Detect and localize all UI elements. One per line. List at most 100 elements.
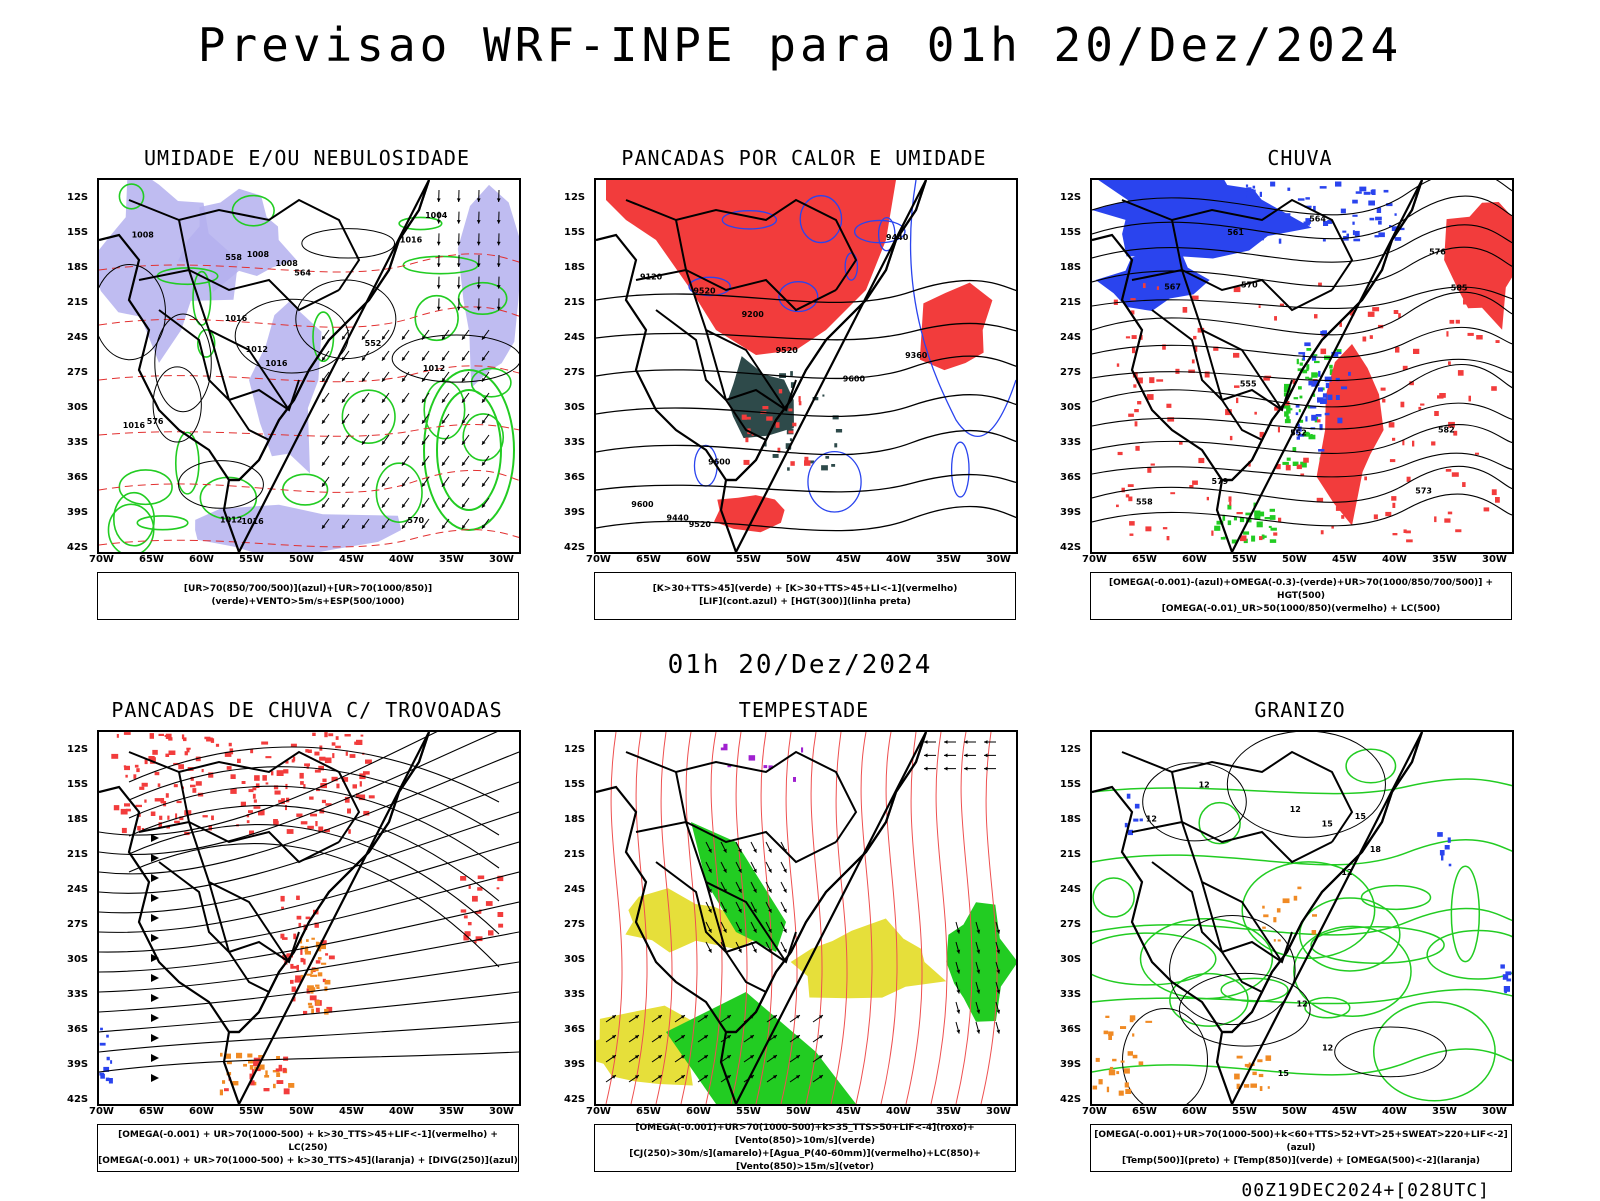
streamline-arrow xyxy=(151,994,159,1002)
rain-speck-red xyxy=(1450,320,1455,324)
storm-speck-red xyxy=(202,769,204,772)
storm-speck-orange xyxy=(288,1083,294,1088)
caption-umidade: [UR>70(850/700/500)](azul)+[UR>70(1000/8… xyxy=(97,572,519,620)
convection-speck-red xyxy=(792,423,796,427)
rain-speck-blue xyxy=(1258,238,1264,240)
wind-area-green xyxy=(666,992,856,1104)
rain-speck-red xyxy=(1118,452,1123,455)
storm-speck-red xyxy=(336,736,339,740)
storm-speck-orange xyxy=(236,1053,242,1059)
omega-speck-orange xyxy=(1125,1089,1131,1094)
storm-speck-red xyxy=(332,753,334,758)
rain-speck-blue xyxy=(1247,196,1252,202)
divergence-speck-blue xyxy=(100,1028,103,1031)
storm-speck-red xyxy=(216,744,219,747)
rain-speck-green xyxy=(1314,361,1320,363)
rain-speck-blue xyxy=(1371,190,1375,194)
wind-vector xyxy=(944,767,948,771)
lon-tick-label: 35W xyxy=(1432,554,1457,565)
contour-label: 555 xyxy=(1240,380,1257,389)
wind-vector xyxy=(402,483,406,487)
omega-speck-orange xyxy=(1132,1033,1134,1036)
storm-speck-red xyxy=(273,819,278,824)
rain-speck-green xyxy=(1243,531,1249,534)
storm-speck-red xyxy=(125,775,127,778)
rain-speck-blue xyxy=(1364,192,1371,195)
lat-tick-label: 18S xyxy=(67,814,88,825)
storm-speck-red xyxy=(152,750,158,755)
rain-speck-red xyxy=(1392,503,1395,508)
lon-tick-label: 60W xyxy=(189,1106,214,1117)
wind-vector xyxy=(422,504,426,508)
rain-speck-red xyxy=(1198,458,1204,463)
storm-speck-red xyxy=(283,1068,287,1073)
convection-speck-red xyxy=(804,457,808,462)
storm-speck-red xyxy=(227,766,232,770)
lon-tick-label: 50W xyxy=(1282,1106,1307,1117)
lon-tick-label: 35W xyxy=(439,1106,464,1117)
rain-speck-green xyxy=(1223,537,1225,539)
rain-speck-red xyxy=(1303,458,1309,463)
storm-speck-red xyxy=(488,930,494,935)
storm-speck-orange xyxy=(276,1073,280,1077)
contour-label: 12 xyxy=(1199,781,1210,790)
rain-speck-red xyxy=(1156,379,1163,381)
rain-speck-red xyxy=(1183,307,1188,313)
rain-speck-green xyxy=(1300,363,1303,366)
rain-speck-red xyxy=(1132,347,1135,353)
wind-vector xyxy=(342,483,346,487)
rain-speck-blue xyxy=(1279,239,1282,244)
rain-speck-blue xyxy=(1352,215,1357,217)
lat-tick-label: 39S xyxy=(1060,507,1081,518)
streamline xyxy=(99,872,519,952)
lat-tick-label: 30S xyxy=(67,954,88,965)
storm-speck-red xyxy=(284,1088,290,1094)
wind-vector xyxy=(944,740,948,744)
rain-speck-blue xyxy=(1352,222,1354,225)
rain-speck-red xyxy=(1475,453,1479,455)
wind-vector xyxy=(382,420,386,424)
convection-speck-teal xyxy=(738,389,743,391)
hail-speck-blue xyxy=(1449,864,1452,867)
storm-speck-red xyxy=(114,805,120,810)
rain-speck-blue xyxy=(1375,235,1380,237)
convection-speck-teal xyxy=(790,371,793,376)
lat-tick-label: 42S xyxy=(564,1094,585,1105)
convection-speck-red xyxy=(744,460,750,465)
contour-label: 12 xyxy=(1290,805,1301,814)
rain-speck-blue xyxy=(1303,354,1305,360)
storm-speck-orange xyxy=(307,985,314,988)
rain-speck-blue xyxy=(1320,186,1327,189)
streamline xyxy=(129,844,499,967)
lat-tick-label: 39S xyxy=(564,507,585,518)
rain-speck-red xyxy=(1286,465,1291,471)
caption-line: [OMEGA(-0.001)-(azul)+OMEGA(-0.3)-(verde… xyxy=(1091,577,1511,603)
omega-speck-orange xyxy=(1133,1055,1138,1059)
wind-vector xyxy=(362,357,366,361)
rain-speck-green xyxy=(1306,348,1311,351)
storm-speck-orange xyxy=(273,1084,276,1088)
omega-speck-orange xyxy=(1263,914,1268,917)
rain-speck-red xyxy=(1431,441,1435,445)
convection-speck-teal xyxy=(787,467,790,470)
rain-speck-red xyxy=(1351,385,1355,387)
rain-speck-red xyxy=(1448,361,1451,365)
rain-speck-red xyxy=(1446,331,1448,336)
storm-speck-red xyxy=(347,809,351,814)
lat-tick-label: 39S xyxy=(67,507,88,518)
divergence-speck-blue xyxy=(106,1078,110,1082)
lat-tick-label: 42S xyxy=(67,1094,88,1105)
rain-speck-red xyxy=(1360,361,1363,364)
lat-tick-label: 42S xyxy=(67,542,88,553)
lat-tick-label: 24S xyxy=(564,332,585,343)
storm-speck-orange xyxy=(306,939,309,942)
omega-speck-orange xyxy=(1234,1074,1240,1080)
forecast-time-label: 01h 20/Dez/2024 xyxy=(0,650,1600,680)
storm-speck-orange xyxy=(321,963,326,965)
lat-tick-label: 36S xyxy=(564,472,585,483)
wind-vector xyxy=(924,753,928,757)
omega-speck-orange xyxy=(1312,914,1317,917)
contour-label: 9120 xyxy=(640,273,663,282)
storm-speck-red xyxy=(356,740,362,745)
storm-speck-red xyxy=(117,734,119,738)
